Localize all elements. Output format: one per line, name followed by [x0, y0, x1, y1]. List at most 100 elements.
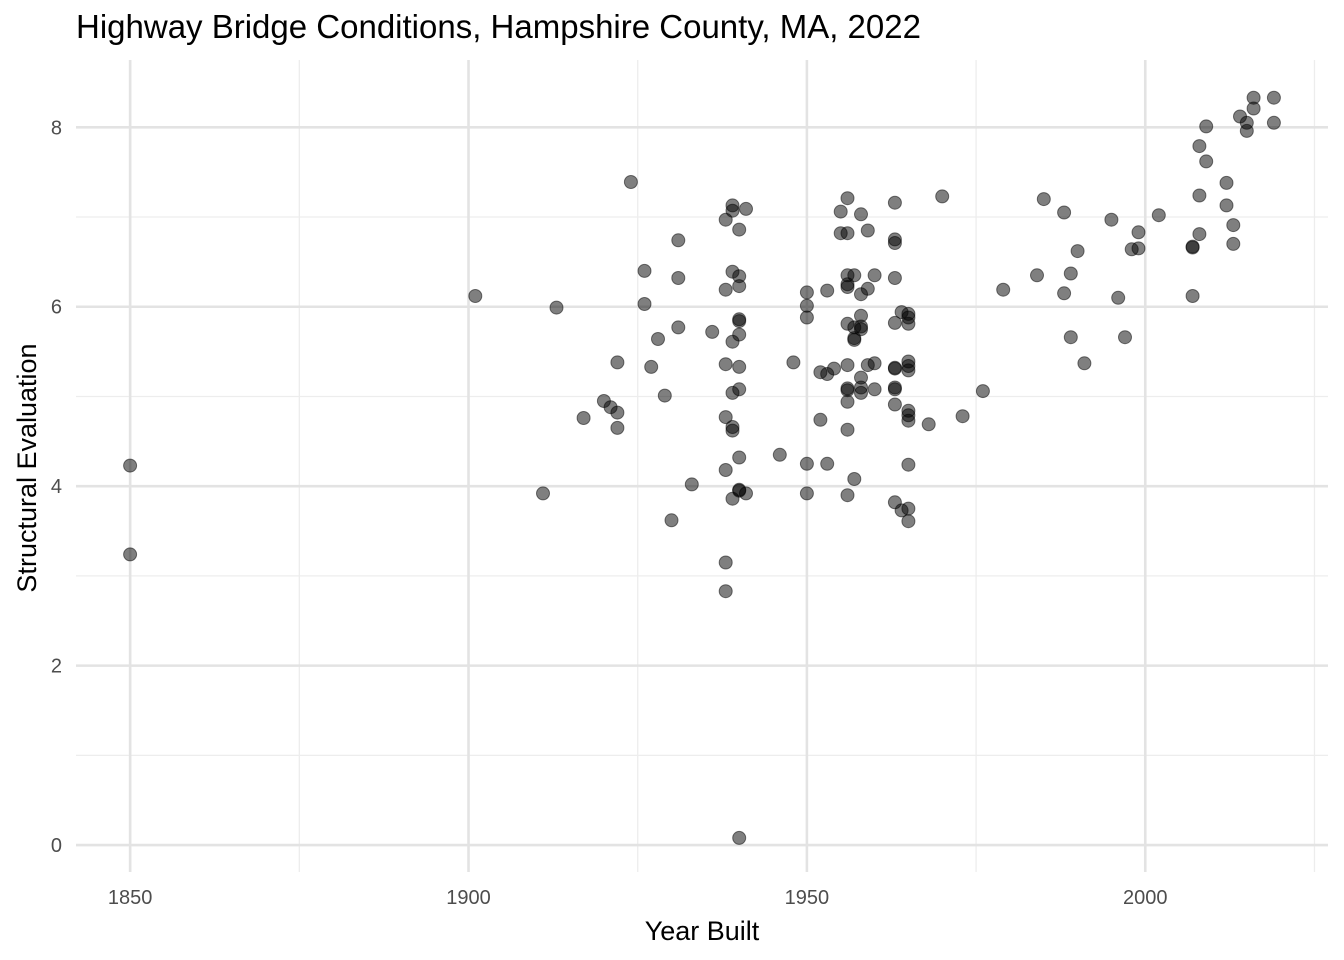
data-point [901, 316, 916, 331]
x-axis-title: Year Built [645, 916, 760, 946]
data-point [887, 271, 902, 285]
data-point [123, 458, 138, 473]
data-point [637, 263, 652, 278]
data-point [887, 397, 902, 412]
data-point [718, 584, 733, 599]
data-point [867, 356, 882, 371]
y-tick-label: 0 [51, 835, 62, 857]
data-point [739, 486, 753, 501]
data-point [935, 189, 950, 204]
data-point [887, 382, 902, 397]
data-point [1192, 188, 1207, 203]
data-point [468, 289, 483, 303]
data-point [867, 268, 882, 283]
data-point [854, 322, 868, 337]
data-point [637, 297, 652, 311]
data-point [1192, 227, 1207, 242]
data-point [847, 472, 862, 486]
data-point [123, 547, 138, 562]
data-point [975, 384, 990, 399]
y-tick-label: 6 [51, 297, 62, 319]
data-point [610, 420, 625, 435]
data-point [996, 282, 1011, 297]
data-point [725, 203, 740, 218]
data-point [1246, 101, 1261, 116]
data-point [1151, 208, 1166, 223]
data-point [651, 332, 665, 346]
data-point [705, 324, 720, 339]
data-point [1030, 268, 1044, 283]
data-point [887, 195, 902, 210]
data-point [1226, 218, 1241, 233]
data-point [1266, 90, 1281, 105]
data-point [1199, 154, 1214, 169]
data-point [1063, 266, 1078, 281]
data-point [813, 412, 828, 427]
data-point [732, 312, 747, 327]
y-axis-title: Structural Evaluation [12, 343, 42, 592]
data-point [610, 405, 625, 420]
data-point [867, 382, 882, 397]
data-point [1063, 330, 1078, 345]
data-point [1057, 205, 1072, 220]
data-point [671, 233, 686, 248]
data-point [840, 226, 855, 241]
data-point [1070, 244, 1085, 259]
data-point [887, 315, 902, 330]
data-point [840, 191, 855, 206]
x-tick-label: 2000 [1123, 887, 1168, 909]
data-point [732, 327, 747, 342]
data-point [718, 357, 733, 372]
data-point [1219, 198, 1234, 213]
data-point [799, 298, 814, 313]
data-point [718, 410, 733, 425]
data-point [820, 456, 835, 471]
data-point [827, 361, 841, 376]
data-point [1057, 286, 1072, 301]
y-tick-label: 8 [51, 117, 62, 139]
data-point [772, 447, 787, 462]
data-point [1036, 192, 1051, 207]
data-point [549, 300, 564, 315]
data-point [1199, 119, 1214, 134]
data-point [1239, 115, 1254, 130]
data-point [644, 359, 659, 374]
data-point [887, 361, 902, 376]
chart-title: Highway Bridge Conditions, Hampshire Cou… [76, 8, 921, 45]
data-point [860, 223, 875, 238]
x-tick-label: 1850 [108, 887, 153, 909]
data-point [840, 422, 855, 437]
data-point [671, 271, 686, 285]
data-point [955, 409, 970, 424]
tick-labels: 1850 1900 1950 2000 0 2 4 6 8 [51, 117, 1168, 909]
data-point [725, 420, 740, 434]
data-point [887, 232, 902, 247]
data-point [1077, 356, 1092, 371]
points-layer [123, 90, 1281, 845]
data-point [799, 285, 814, 300]
data-point [799, 486, 814, 501]
grid-layer [76, 60, 1328, 872]
data-point [657, 388, 672, 403]
data-point [833, 204, 848, 219]
data-point [732, 382, 747, 397]
data-point [799, 310, 814, 325]
data-point [732, 359, 747, 374]
data-point [820, 283, 835, 298]
data-point [901, 408, 916, 423]
data-point [1192, 139, 1207, 154]
data-point [1266, 115, 1281, 130]
data-point [840, 358, 855, 373]
data-point [718, 282, 733, 297]
data-point [732, 830, 747, 845]
data-point [684, 477, 699, 492]
data-point [799, 456, 814, 471]
data-point [840, 394, 855, 409]
data-point [901, 457, 916, 472]
y-tick-label: 4 [51, 476, 62, 498]
data-point [854, 207, 868, 222]
data-point [718, 463, 733, 477]
data-point [1185, 289, 1200, 303]
data-point [1219, 175, 1234, 190]
